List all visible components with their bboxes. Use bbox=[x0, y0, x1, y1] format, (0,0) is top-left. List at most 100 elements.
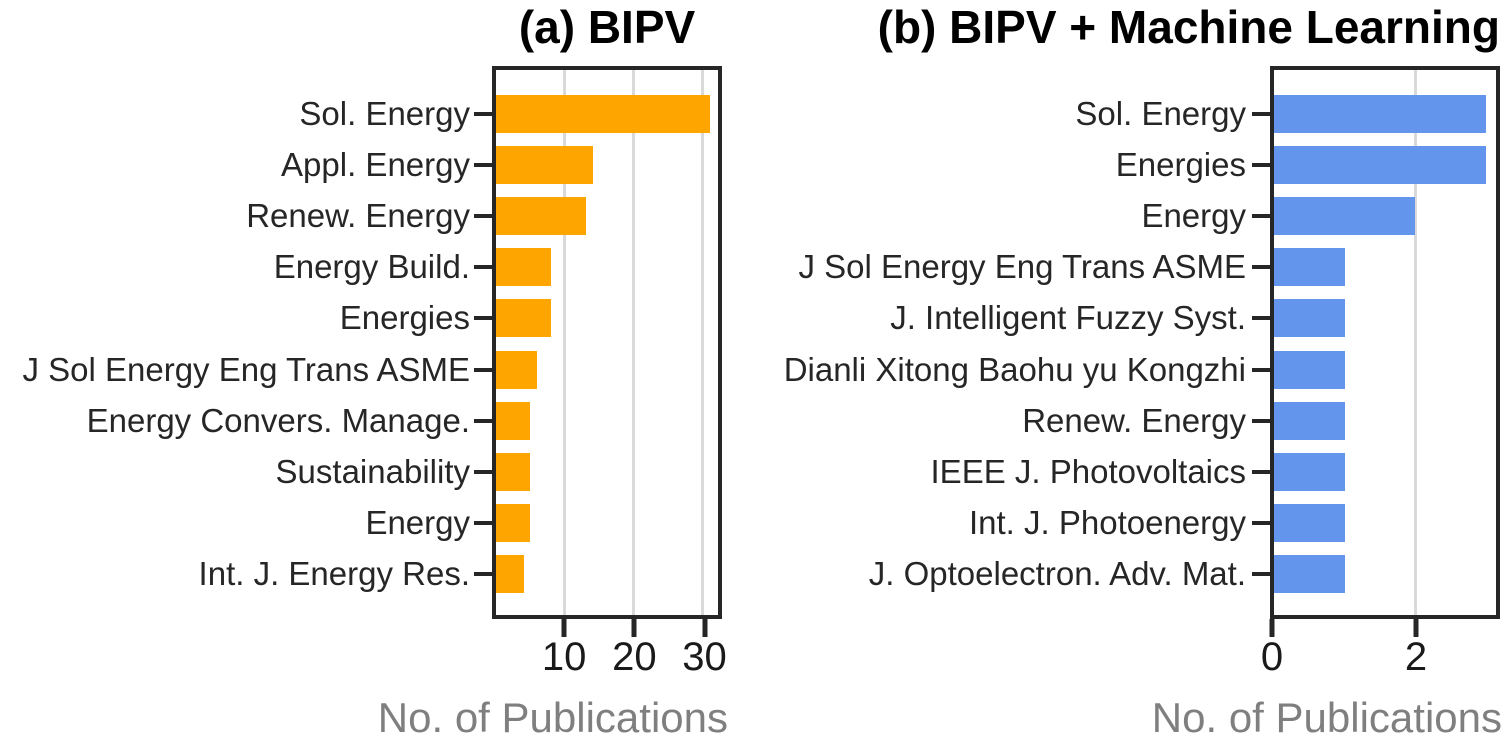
bar bbox=[1274, 145, 1487, 184]
bar-rows bbox=[496, 70, 718, 615]
bar-row bbox=[1274, 293, 1496, 344]
bar-row bbox=[496, 293, 718, 344]
y-tick-mark bbox=[474, 162, 492, 167]
y-tick-mark bbox=[474, 470, 492, 474]
bar-rows bbox=[1274, 70, 1496, 615]
y-tick-label: Energy Build. bbox=[273, 248, 470, 286]
bar-row bbox=[1274, 446, 1496, 497]
y-tick-mark bbox=[1252, 111, 1270, 116]
y-tick-label: Int. J. Photoenergy bbox=[968, 504, 1246, 542]
bar bbox=[1274, 94, 1487, 133]
bar bbox=[496, 453, 531, 492]
y-tick-mark bbox=[1252, 418, 1270, 423]
bar bbox=[496, 555, 524, 594]
bar bbox=[1274, 401, 1345, 440]
bar-row bbox=[496, 395, 718, 446]
y-tick-label: Appl. Energy bbox=[281, 145, 470, 183]
y-tick-label: J Sol Energy Eng Trans ASME bbox=[798, 248, 1246, 286]
y-tick-label: Energy bbox=[1141, 197, 1246, 234]
x-tick-mark bbox=[1413, 619, 1419, 637]
y-tick-mark bbox=[474, 214, 492, 218]
bar bbox=[1274, 555, 1345, 594]
y-tick-mark bbox=[474, 111, 492, 116]
plot-area bbox=[474, 66, 722, 619]
bar bbox=[496, 401, 531, 440]
bar-row bbox=[1274, 190, 1496, 241]
x-tick-label: 30 bbox=[682, 635, 727, 679]
bar bbox=[1274, 299, 1345, 338]
y-tick-label: J. Intelligent Fuzzy Syst. bbox=[890, 299, 1246, 337]
plot-area bbox=[1252, 66, 1500, 619]
grid-line bbox=[701, 70, 705, 615]
grid-line bbox=[632, 70, 636, 615]
bar-row bbox=[1274, 88, 1496, 139]
grid-line bbox=[1413, 70, 1417, 615]
y-tick-mark bbox=[1252, 214, 1270, 218]
y-tick-label: Sol. Energy bbox=[299, 94, 470, 132]
x-tick-mark bbox=[631, 619, 637, 637]
bar bbox=[1274, 504, 1345, 543]
chart-title: (a) BIPV bbox=[518, 1, 696, 53]
bar-row bbox=[1274, 344, 1496, 395]
y-tick-label: Renew. Energy bbox=[1022, 401, 1246, 439]
x-tick-mark bbox=[1269, 619, 1275, 637]
bar bbox=[1274, 197, 1416, 235]
bar-row bbox=[496, 242, 718, 293]
y-tick-mark bbox=[1252, 572, 1270, 577]
y-tick-mark bbox=[1252, 162, 1270, 167]
bar-row bbox=[1274, 242, 1496, 293]
x-tick-label: 20 bbox=[612, 635, 657, 679]
bar bbox=[496, 197, 586, 235]
bar-row bbox=[496, 190, 718, 241]
y-tick-mark bbox=[474, 418, 492, 423]
bar-row bbox=[1274, 498, 1496, 549]
y-tick-label: Energy bbox=[365, 504, 470, 542]
bar bbox=[496, 299, 552, 338]
y-tick-label: Energies bbox=[339, 299, 470, 337]
bar bbox=[1274, 248, 1345, 287]
x-tick-label: 10 bbox=[541, 635, 587, 679]
bar-row bbox=[496, 549, 718, 600]
bar-row bbox=[496, 498, 718, 549]
y-tick-mark bbox=[474, 265, 492, 270]
bar-row bbox=[496, 446, 718, 497]
bar bbox=[1274, 453, 1345, 492]
grid-line bbox=[563, 70, 567, 615]
x-axis: 10 20 30 bbox=[494, 619, 727, 719]
x-tick-mark bbox=[702, 619, 708, 637]
y-tick-mark bbox=[474, 367, 492, 372]
y-tick-label: Sol. Energy bbox=[1075, 94, 1246, 132]
x-tick-label: 0 bbox=[1260, 635, 1284, 679]
bar bbox=[496, 94, 710, 133]
bar bbox=[496, 350, 538, 389]
x-axis-label: No. of Publications bbox=[377, 694, 728, 741]
bar-row bbox=[496, 88, 718, 139]
bar bbox=[496, 145, 593, 184]
y-tick-label: Renew. Energy bbox=[246, 197, 470, 234]
y-tick-label: IEEE J. Photovoltaics bbox=[930, 453, 1246, 491]
y-tick-label: J. Optoelectron. Adv. Mat. bbox=[868, 555, 1246, 593]
y-axis-labels: Sol. Energy Energies Energy J Sol Energy En… bbox=[750, 88, 1246, 600]
y-tick-mark bbox=[1252, 470, 1270, 474]
bar bbox=[496, 248, 552, 287]
bar-row bbox=[1274, 549, 1496, 600]
bar-row bbox=[496, 139, 718, 190]
y-tick-label: J Sol Energy Eng Trans ASME bbox=[22, 350, 470, 388]
y-tick-label: Energies bbox=[1115, 145, 1246, 183]
bar-row bbox=[1274, 139, 1496, 190]
bar-row bbox=[496, 344, 718, 395]
y-tick-label: Int. J. Energy Res. bbox=[198, 555, 470, 593]
y-tick-mark bbox=[474, 572, 492, 577]
y-tick-label: Dianli Xitong Baohu yu Kongzhi bbox=[783, 350, 1246, 388]
y-tick-mark bbox=[1252, 367, 1270, 372]
bar-row bbox=[1274, 395, 1496, 446]
y-tick-label: Sustainability bbox=[275, 453, 470, 491]
y-tick-label: Energy Convers. Manage. bbox=[86, 401, 470, 439]
y-tick-mark bbox=[1252, 316, 1270, 321]
bar bbox=[1274, 350, 1345, 389]
y-axis-labels: Sol. Energy Appl. Energy Renew. Energy Ener… bbox=[0, 88, 470, 600]
chart-title: (b) BIPV + Machine Learning bbox=[877, 1, 1500, 53]
y-tick-mark bbox=[1252, 521, 1270, 526]
